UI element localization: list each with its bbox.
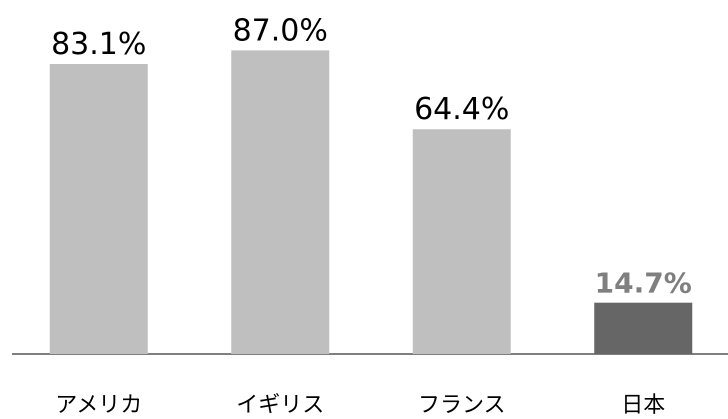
- x-tick-label: イギリス: [236, 393, 324, 418]
- value-label: 83.1%: [51, 27, 146, 62]
- value-label: 14.7%: [595, 267, 692, 300]
- value-label: 87.0%: [233, 13, 328, 48]
- bar: [49, 63, 148, 355]
- value-label: 64.4%: [414, 92, 509, 127]
- x-tick-label: フランス: [418, 393, 506, 418]
- x-tick-label: アメリカ: [55, 393, 142, 418]
- bar: [231, 50, 330, 355]
- x-tick-label: 日本: [621, 393, 665, 418]
- bar: [412, 129, 511, 354]
- bar: [594, 302, 693, 354]
